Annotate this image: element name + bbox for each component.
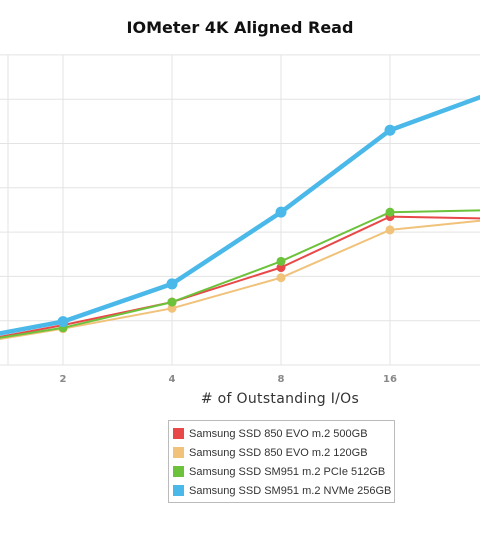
chart-title: IOMeter 4K Aligned Read <box>126 18 354 37</box>
data-point <box>167 297 177 307</box>
series-4 <box>0 94 480 336</box>
data-point <box>57 316 69 328</box>
legend-label: Samsung SSD 850 EVO m.2 500GB <box>189 427 368 440</box>
x-tick-label: 2 <box>60 374 67 385</box>
series-line <box>0 209 480 339</box>
x-tick-label: 4 <box>169 374 176 385</box>
legend-label: Samsung SSD SM951 m.2 NVMe 256GB <box>189 484 392 497</box>
legend: Samsung SSD 850 EVO m.2 500GB Samsung SSD… <box>168 420 395 503</box>
legend-swatch <box>173 466 184 477</box>
data-point <box>385 207 395 217</box>
series-3 <box>0 207 480 339</box>
grid-lines <box>0 54 480 366</box>
series-lines <box>0 94 480 340</box>
x-tick-label: 8 <box>278 374 285 385</box>
legend-item: Samsung SSD 850 EVO m.2 500GB <box>169 424 394 443</box>
legend-swatch <box>173 428 184 439</box>
legend-item: Samsung SSD 850 EVO m.2 120GB <box>169 443 394 462</box>
data-point <box>166 278 178 290</box>
x-axis-label: # of Outstanding I/Os <box>200 391 360 407</box>
legend-label: Samsung SSD 850 EVO m.2 120GB <box>189 446 368 459</box>
data-point <box>276 256 286 266</box>
legend-swatch <box>173 485 184 496</box>
x-tick-label: 16 <box>383 374 397 385</box>
data-point <box>276 263 286 273</box>
data-point <box>385 225 395 235</box>
legend-label: Samsung SSD SM951 m.2 PCIe 512GB <box>189 465 386 478</box>
data-point <box>275 206 287 218</box>
legend-item: Samsung SSD SM951 m.2 NVMe 256GB <box>169 481 394 500</box>
legend-swatch <box>173 447 184 458</box>
series-line <box>0 94 480 336</box>
data-point <box>276 273 286 283</box>
series-line <box>0 215 480 338</box>
data-point <box>167 303 177 313</box>
x-tick-labels: 2 4 8 16 <box>60 374 397 385</box>
legend-item: Samsung SSD SM951 m.2 PCIe 512GB <box>169 462 394 481</box>
data-point <box>384 124 396 136</box>
